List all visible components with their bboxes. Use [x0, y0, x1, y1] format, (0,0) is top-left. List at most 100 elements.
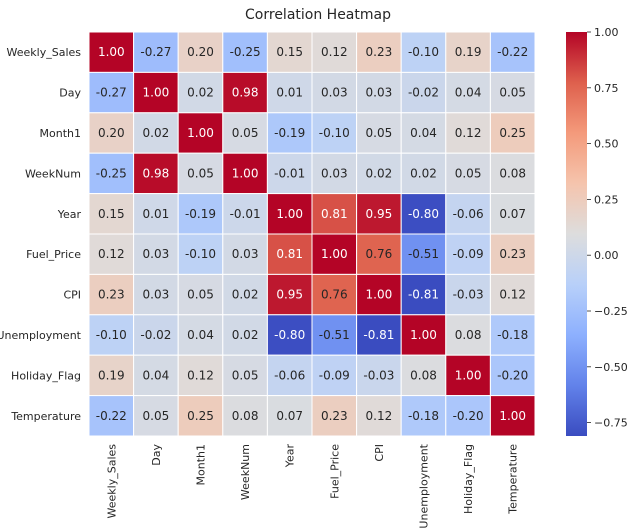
cell-value-label-9-1: 0.05 [143, 409, 170, 423]
heatmap-cell-8-4 [266, 354, 313, 397]
cell-value-label-2-1: 0.02 [143, 126, 170, 140]
cell-value-label-7-9: -0.18 [497, 328, 528, 342]
heatmap-cell-1-8 [445, 71, 491, 114]
cell-value-label-6-2: 0.05 [187, 288, 214, 302]
cell-value-label-7-2: 0.04 [187, 328, 214, 342]
heatmap-cell-9-6 [356, 395, 402, 437]
cell-value-label-3-0: -0.25 [96, 166, 127, 180]
cell-value-label-0-9: -0.22 [497, 45, 528, 59]
y-tick-label-7: Unemployment [0, 329, 82, 342]
y-tick-labels: Weekly_Sales Day Month1 WeekNum Year Fuel_Pri… [0, 46, 82, 423]
cell-value-label-1-7: -0.02 [408, 86, 439, 100]
cell-value-label-6-3: 0.02 [232, 288, 259, 302]
heatmap-cell-4-7 [400, 193, 447, 235]
cell-value-label-0-1: -0.27 [140, 45, 171, 59]
cell-value-label-4-2: -0.19 [185, 207, 216, 221]
cell-value-label-7-6: -0.81 [363, 328, 394, 342]
heatmap-cell-5-8 [445, 233, 491, 275]
heatmap-cell-5-4 [266, 233, 313, 275]
heatmap-cell-2-1 [133, 112, 179, 154]
cell-value-label-5-2: -0.10 [185, 247, 216, 261]
cell-value-label-1-4: 0.01 [276, 86, 303, 100]
cell-value-label-7-0: -0.10 [96, 328, 127, 342]
heatmap-cell-2-7 [400, 112, 447, 154]
cell-value-label-7-7: 1.00 [410, 328, 437, 342]
y-tick-label-1: Day [59, 87, 81, 100]
cell-value-label-7-4: -0.80 [274, 328, 305, 342]
heatmap-cell-4-8 [445, 193, 491, 235]
heatmap-cell-9-8 [445, 395, 491, 437]
cell-value-label-5-1: 0.03 [143, 247, 170, 261]
cell-value-label-0-4: 0.15 [276, 45, 303, 59]
heatmap-cell-3-6 [356, 152, 402, 195]
cell-value-label-3-6: 0.02 [366, 166, 393, 180]
cell-value-label-4-6: 0.95 [366, 207, 393, 221]
cell-value-label-8-2: 0.12 [187, 368, 214, 382]
heatmap-cell-4-9 [489, 193, 536, 235]
cell-value-label-6-7: -0.81 [408, 288, 439, 302]
cell-value-label-6-4: 0.95 [276, 288, 303, 302]
cell-value-label-0-2: 0.20 [187, 45, 214, 59]
x-tick-label-7: Unemployment [418, 443, 431, 528]
x-tick-labels: Weekly_Sales Day Month1 WeekNum Year Fuel_Pri… [105, 443, 519, 528]
cell-value-label-4-5: 0.81 [321, 207, 348, 221]
heatmap-cell-9-1 [133, 395, 179, 437]
heatmap-cell-5-0 [88, 233, 135, 275]
cell-value-label-5-9: 0.23 [499, 247, 526, 261]
heatmap-cell-9-3 [222, 395, 268, 437]
x-tick-label-1: Day [150, 444, 163, 466]
heatmap-cell-1-1 [133, 71, 179, 114]
y-tick-label-0: Weekly_Sales [7, 46, 82, 59]
cell-value-label-9-0: -0.22 [96, 409, 127, 423]
heatmap-cell-9-7 [400, 395, 447, 437]
heatmap-cell-9-5 [311, 395, 358, 437]
cell-value-label-9-8: -0.20 [453, 409, 484, 423]
cell-value-label-2-8: 0.12 [455, 126, 482, 140]
cell-value-label-8-8: 1.00 [455, 368, 482, 382]
heatmap-cell-1-7 [400, 71, 447, 114]
heatmap-cell-6-9 [489, 273, 536, 316]
cell-value-label-2-7: 0.04 [410, 126, 437, 140]
heatmap-cells: 1.00 -0.27 0.20 -0.25 0.15 0.12 0.23 -0.10 0.19 -… [88, 31, 536, 437]
cell-value-label-3-9: 0.08 [499, 166, 526, 180]
cell-value-label-1-1: 1.00 [143, 86, 170, 100]
cell-value-label-1-8: 0.04 [455, 86, 482, 100]
cell-value-label-0-7: -0.10 [408, 45, 439, 59]
y-tick-label-3: WeekNum [25, 167, 81, 180]
cell-value-label-3-1: 0.98 [143, 166, 170, 180]
heatmap-cell-2-8 [445, 112, 491, 154]
heatmap-cell-6-3 [222, 273, 268, 316]
cell-value-label-2-9: 0.25 [499, 126, 526, 140]
heatmap-cell-3-9 [489, 152, 536, 195]
cell-value-label-5-0: 0.12 [98, 247, 125, 261]
heatmap-cell-2-0 [88, 112, 135, 154]
heatmap-cell-3-0 [88, 152, 135, 195]
cell-value-label-8-4: -0.06 [274, 368, 305, 382]
y-tick-label-8: Holiday_Flag [11, 369, 81, 382]
cell-value-label-3-5: 0.03 [321, 166, 348, 180]
heatmap-cell-7-3 [222, 314, 268, 356]
cell-value-label-2-4: -0.19 [274, 126, 305, 140]
cell-value-label-6-9: 0.12 [499, 288, 526, 302]
cell-value-label-8-1: 0.04 [143, 368, 170, 382]
cell-value-label-5-4: 0.81 [276, 247, 303, 261]
cell-value-label-5-7: -0.51 [408, 247, 439, 261]
cell-value-label-1-0: -0.27 [96, 86, 127, 100]
heatmap-cell-4-6 [356, 193, 402, 235]
y-tick-label-9: Temperature [10, 410, 81, 423]
heatmap-cell-4-5 [311, 193, 358, 235]
x-tick-label-9: Temperature [507, 444, 520, 515]
heatmap-cell-7-2 [177, 314, 224, 356]
cell-value-label-2-0: 0.20 [98, 126, 125, 140]
heatmap-cell-2-9 [489, 112, 536, 154]
cell-value-label-0-0: 1.00 [98, 45, 125, 59]
heatmap-cell-6-7 [400, 273, 447, 316]
cell-value-label-3-4: -0.01 [274, 166, 305, 180]
heatmap-cell-0-1 [133, 31, 179, 73]
y-tick-label-6: CPI [63, 289, 81, 302]
heatmap-cell-0-5 [311, 31, 358, 73]
cell-value-label-9-4: 0.07 [276, 409, 303, 423]
heatmap-cell-8-6 [356, 354, 402, 397]
cell-value-label-4-8: -0.06 [453, 207, 484, 221]
